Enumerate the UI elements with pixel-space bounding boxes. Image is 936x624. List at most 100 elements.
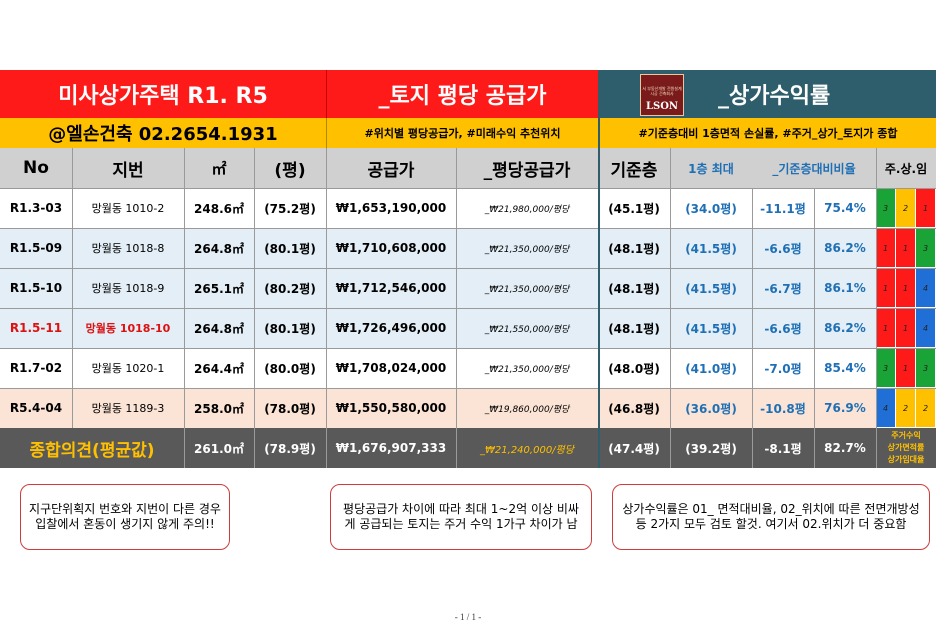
mix-indicator: 4 <box>916 269 935 307</box>
title-left: 미사상가주택 R1. R5 <box>0 70 326 118</box>
grid-line <box>598 148 600 468</box>
summary-row <box>0 428 936 468</box>
row-sqm: 258.0㎡ <box>194 401 244 416</box>
grid-line <box>456 148 457 468</box>
row-no: R5.4-04 <box>9 401 63 415</box>
row-first-floor: (34.0평) <box>685 201 737 216</box>
mix-indicator: 1 <box>876 309 895 347</box>
summary-sqm: 261.0㎡ <box>194 441 244 456</box>
table-row <box>0 188 876 228</box>
row-pyeong: (78.0평) <box>264 401 316 416</box>
row-sqm: 264.8㎡ <box>194 241 244 256</box>
mix-indicator: 1 <box>896 229 915 267</box>
table-row <box>0 388 876 428</box>
row-ratio: 75.4% <box>824 201 866 215</box>
summary-base-floor: (47.4평) <box>608 441 660 456</box>
col-mix: 주.상.임 <box>884 161 928 176</box>
row-ratio: 86.2% <box>824 321 866 335</box>
row-pyeong: (75.2평) <box>264 201 316 216</box>
grid-line <box>0 188 936 189</box>
row-first-floor: (41.5평) <box>685 321 737 336</box>
summary-label: 종합의견(평균값) <box>29 440 155 461</box>
row-unit-price: _₩21,350,000/평당 <box>484 284 570 295</box>
row-price: ₩1,712,546,000 <box>335 281 447 295</box>
logo-small-text: 서 부동산개발 전원설계 시공 건축회사 <box>642 86 682 96</box>
row-base-floor: (48.1평) <box>608 281 660 296</box>
row-lot: 망월동 1020-1 <box>91 362 165 375</box>
summary-unit-price: _₩21,240,000/평당 <box>480 444 574 456</box>
row-ratio: 86.2% <box>824 241 866 255</box>
row-base-floor: (46.8평) <box>608 401 660 416</box>
tagline-mid: #위치별 평당공급가, #미래수익 추천위치 <box>326 118 598 148</box>
row-sqm: 264.8㎡ <box>194 321 244 336</box>
row-price: ₩1,726,496,000 <box>335 321 447 335</box>
col-lot: 지번 <box>112 160 144 181</box>
col-ratio: _기준층대비비율 <box>772 161 856 176</box>
mix-indicator: 1 <box>896 349 915 387</box>
row-lot: 망월동 1010-2 <box>91 202 165 215</box>
legend-residential: 주거수익 <box>891 431 921 440</box>
mix-indicator: 2 <box>896 389 915 427</box>
row-sqm: 248.6㎡ <box>194 201 244 216</box>
row-price: ₩1,710,608,000 <box>335 241 447 255</box>
row-diff: -6.6평 <box>764 321 802 336</box>
legend-commercial-rent: 상가임대율 <box>887 455 925 464</box>
mix-indicator: 3 <box>876 349 895 387</box>
summary-ratio: 82.7% <box>824 441 866 455</box>
row-ratio: 85.4% <box>824 361 866 375</box>
page-number: - 1 / 1 - <box>454 612 482 622</box>
summary-price: ₩1,676,907,333 <box>335 441 447 455</box>
note-unit-price: 평당공급가 차이에 따라 최대 1~2억 이상 비싸게 공급되는 토지는 주거 … <box>330 484 592 550</box>
note-commercial-return: 상가수익률은 01_ 면적대비율, 02_위치에 따른 전면개방성 등 2가지 … <box>612 484 930 550</box>
row-ratio: 86.1% <box>824 281 866 295</box>
row-first-floor: (36.0평) <box>685 401 737 416</box>
row-lot: 망월동 1018-9 <box>91 282 165 295</box>
col-pyeong: (평) <box>274 160 306 181</box>
row-unit-price: _₩19,860,000/평당 <box>484 404 570 415</box>
col-price: 공급가 <box>367 160 415 181</box>
mix-indicator: 3 <box>916 349 935 387</box>
row-first-floor: (41.5평) <box>685 281 737 296</box>
row-price: ₩1,550,580,000 <box>335 401 447 415</box>
table-row <box>0 308 876 348</box>
grid-line <box>0 268 936 269</box>
row-unit-price: _₩21,350,000/평당 <box>484 364 570 375</box>
legend-commercial-area: 상가면적률 <box>887 443 925 452</box>
row-no: R1.5-11 <box>9 321 63 335</box>
row-price: ₩1,653,190,000 <box>335 201 447 215</box>
logo: 서 부동산개발 전원설계 시공 건축회사 LSON <box>640 74 684 116</box>
mix-indicator: 2 <box>916 389 935 427</box>
col-base-floor: 기준층 <box>610 160 658 181</box>
row-base-floor: (48.1평) <box>608 321 660 336</box>
table-row <box>0 228 876 268</box>
row-pyeong: (80.1평) <box>264 321 316 336</box>
row-lot: 망월동 1018-10 <box>85 322 171 335</box>
col-first-floor-max: 1층 최대 <box>688 161 734 176</box>
column-header-row <box>0 148 936 188</box>
grid-line <box>0 308 936 309</box>
grid-line <box>670 148 671 468</box>
summary-first-floor: (39.2평) <box>685 441 737 456</box>
row-pyeong: (80.0평) <box>264 361 316 376</box>
tagline-right: #기준층대비 1층면적 손실률, #주거_상가_토지가 종합 <box>598 118 936 148</box>
row-first-floor: (41.0평) <box>685 361 737 376</box>
grid-line <box>0 348 936 349</box>
row-base-floor: (48.0평) <box>608 361 660 376</box>
grid-line <box>72 148 73 428</box>
grid-line <box>0 228 936 229</box>
mix-indicator: 3 <box>876 189 895 227</box>
mix-indicator: 1 <box>896 269 915 307</box>
mix-indicator: 4 <box>876 389 895 427</box>
grid-line <box>752 188 753 468</box>
mix-indicator: 2 <box>896 189 915 227</box>
grid-line <box>184 148 185 468</box>
row-sqm: 265.1㎡ <box>194 281 244 296</box>
logo-text: LSON <box>645 101 679 112</box>
row-base-floor: (48.1평) <box>608 241 660 256</box>
row-base-floor: (45.1평) <box>608 201 660 216</box>
mix-indicator: 1 <box>876 269 895 307</box>
summary-legend: 주거수익 상가면적률 상가임대율 <box>876 428 936 468</box>
row-no: R1.7-02 <box>9 361 63 375</box>
row-no: R1.3-03 <box>9 201 63 215</box>
row-pyeong: (80.1평) <box>264 241 316 256</box>
